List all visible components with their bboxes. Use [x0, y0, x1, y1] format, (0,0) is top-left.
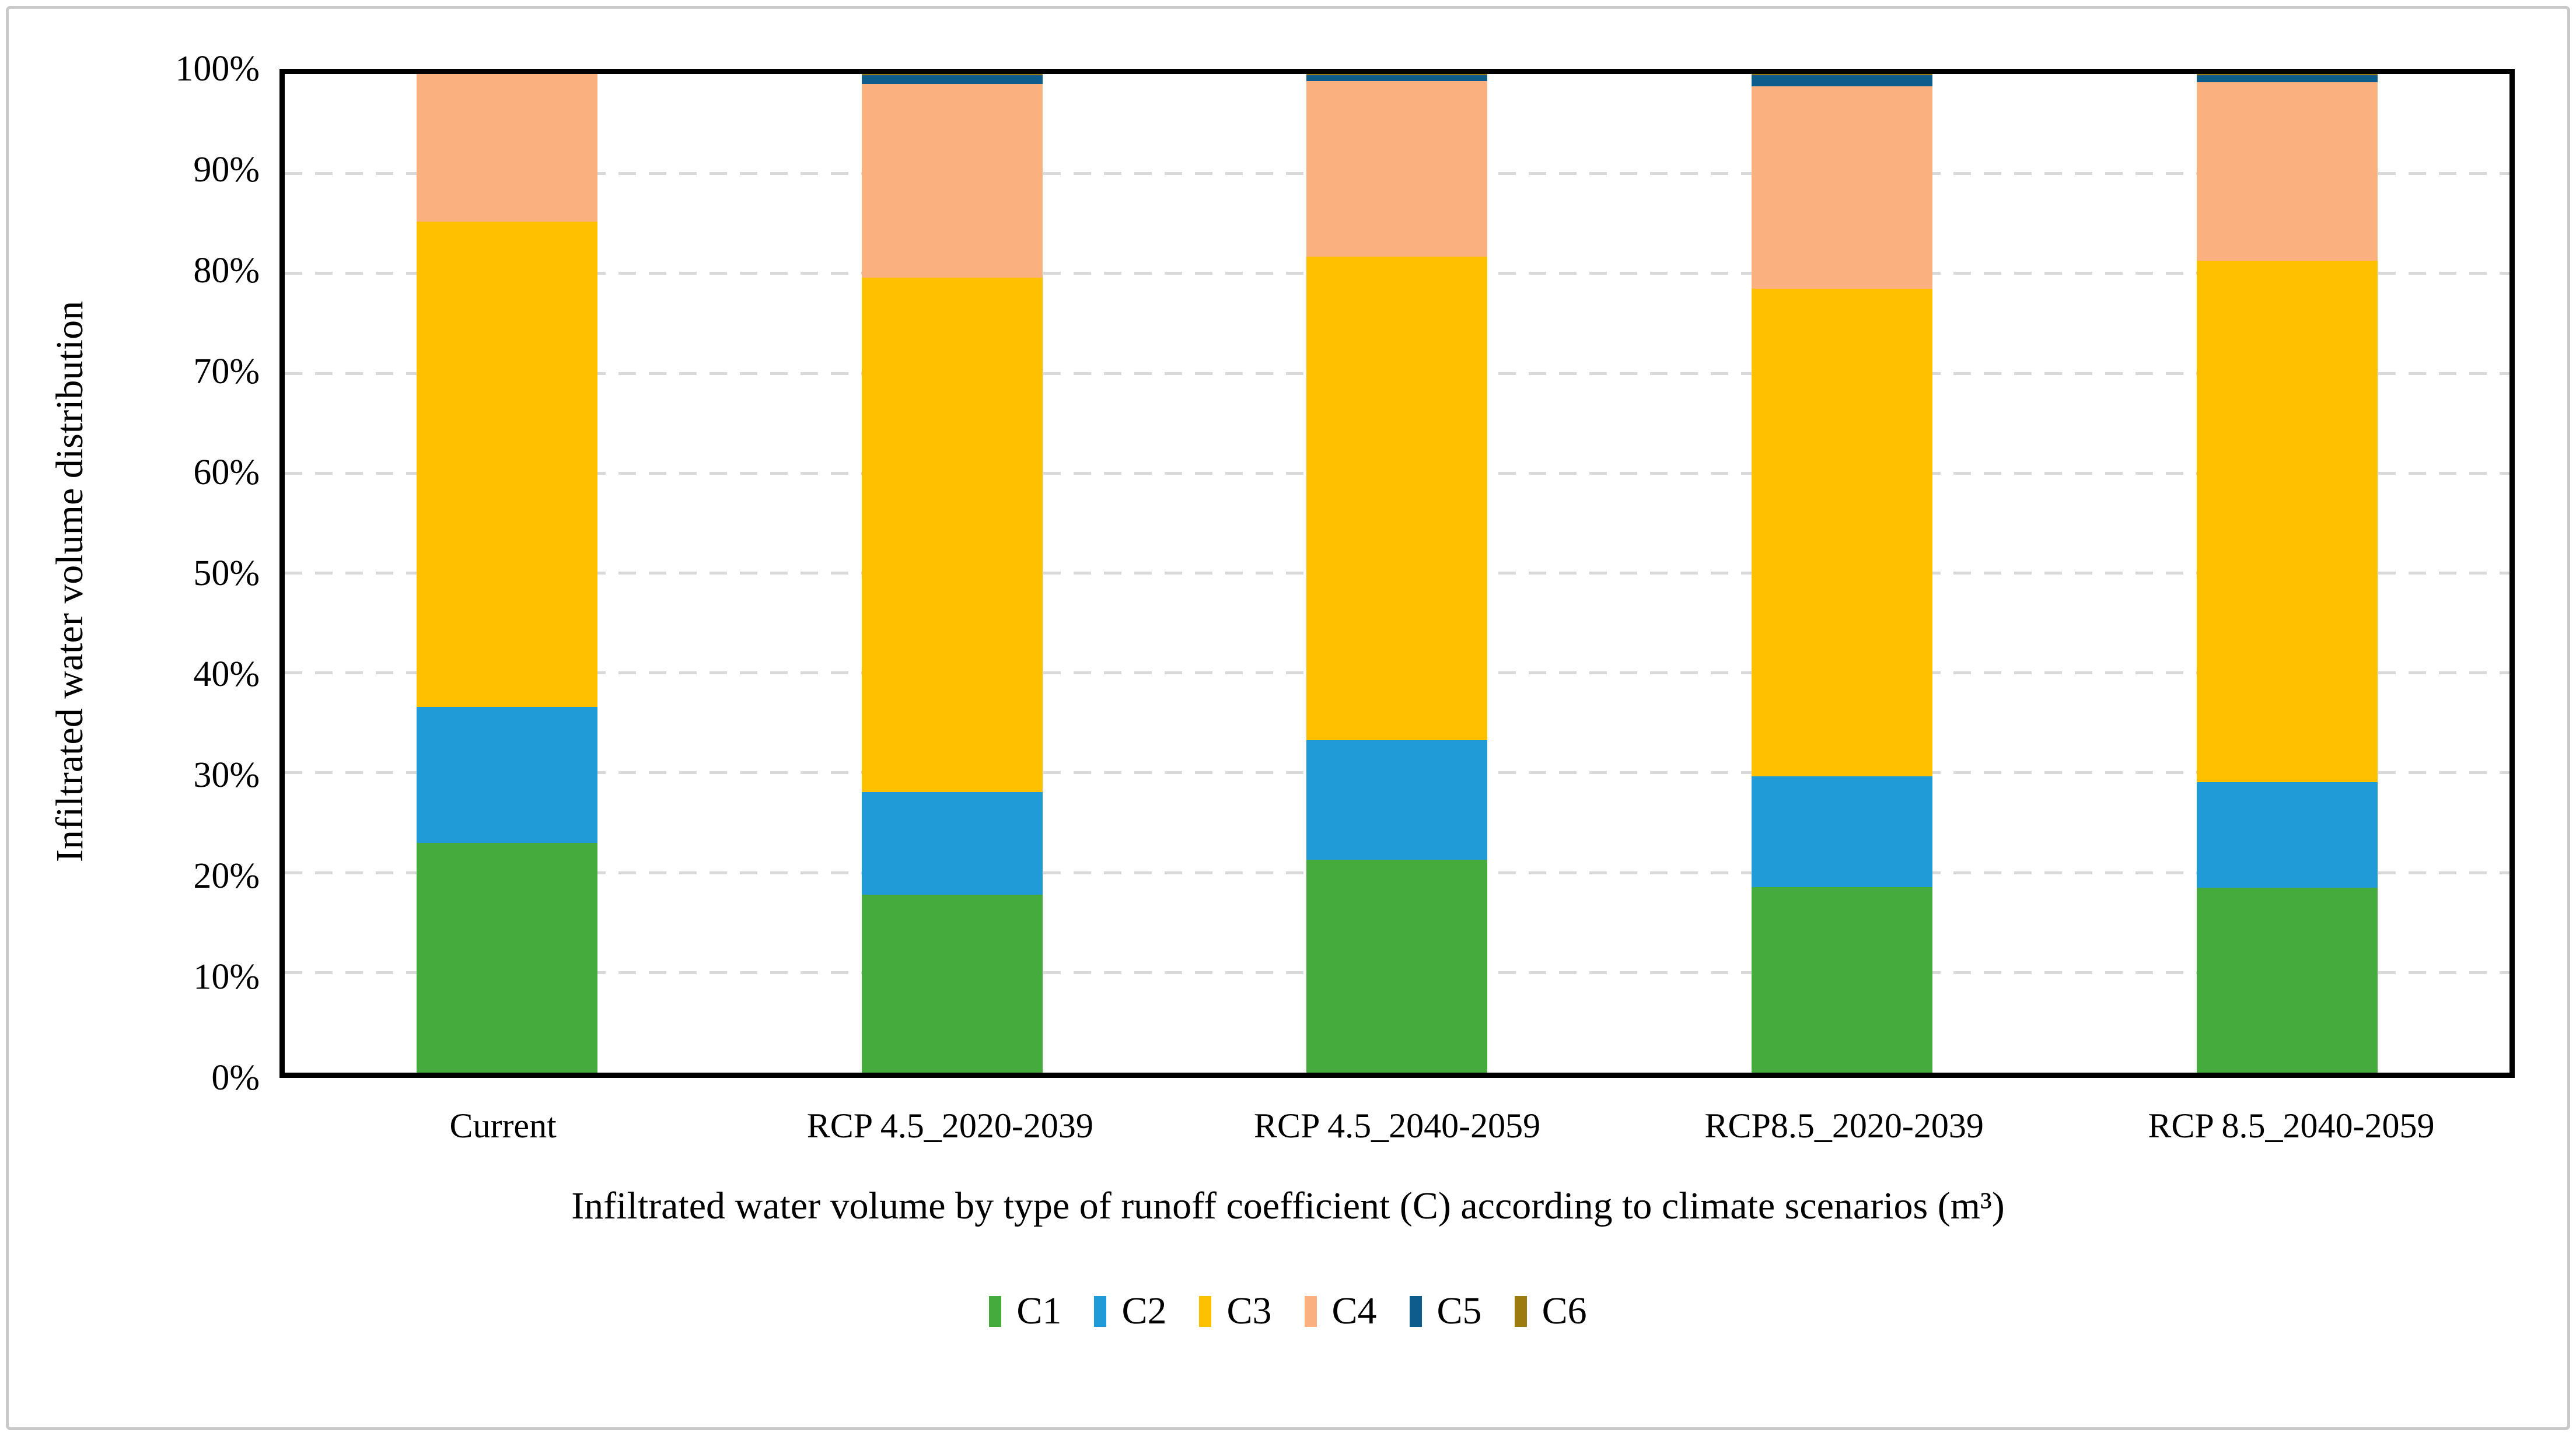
y-tick-label-70: 70%	[193, 352, 260, 391]
bar-segment-C5	[1306, 75, 1488, 82]
legend: C1 C2 C3 C4 C5 C6	[0, 1292, 2576, 1330]
x-axis-category-labels: Current RCP 4.5_2020-2039 RCP 4.5_2040-205…	[279, 1105, 2515, 1146]
bar-segment-C2	[1306, 740, 1488, 860]
x-label-RCP 4.5_2020-2039: RCP 4.5_2020-2039	[806, 1106, 1093, 1145]
legend-label-C6: C6	[1542, 1290, 1587, 1332]
bar-segment-C6	[1752, 74, 1933, 75]
bar-RCP8.5_2020-2039	[1752, 74, 1933, 1073]
bar-segment-C2	[417, 707, 598, 843]
bar-segment-C3	[1306, 257, 1488, 740]
bar-segment-C1	[861, 895, 1043, 1073]
bar-slot-2	[730, 74, 1175, 1073]
x-label-RCP8.5_2020-2039: RCP8.5_2020-2039	[1704, 1106, 1984, 1145]
legend-label-C2: C2	[1121, 1290, 1167, 1332]
legend-swatch-C3	[1199, 1295, 1212, 1327]
bar-slot-3	[1175, 74, 1620, 1073]
bar-slot-4	[1620, 74, 2065, 1073]
y-tick-label-30: 30%	[193, 755, 260, 795]
legend-swatch-C4	[1304, 1295, 1317, 1327]
x-label-RCP 8.5_2040-2059: RCP 8.5_2040-2059	[2148, 1106, 2435, 1145]
legend-item-C4: C4	[1304, 1290, 1377, 1332]
bar-segment-C3	[861, 278, 1043, 792]
bar-RCP 4.5_2040-2059	[1306, 74, 1488, 1073]
bar-RCP 4.5_2020-2039	[861, 74, 1043, 1073]
bar-segment-C4	[417, 74, 598, 222]
bar-segment-C4	[1752, 86, 1933, 289]
x-label-Current: Current	[449, 1106, 557, 1145]
legend-swatch-C6	[1514, 1295, 1527, 1327]
bar-segment-C2	[2196, 782, 2378, 888]
y-tick-label-10: 10%	[193, 957, 260, 997]
bar-segment-C4	[861, 84, 1043, 278]
bar-segment-C3	[1752, 289, 1933, 776]
legend-label-C5: C5	[1436, 1290, 1482, 1332]
bar-segment-C6	[861, 74, 1043, 75]
legend-label-C4: C4	[1331, 1290, 1377, 1332]
y-tick-label-80: 80%	[193, 251, 260, 290]
bar-segment-C2	[861, 791, 1043, 895]
bar-segment-C5	[1752, 75, 1933, 86]
legend-item-C5: C5	[1409, 1290, 1482, 1332]
bar-segment-C4	[1306, 81, 1488, 257]
y-tick-label-50: 50%	[193, 554, 260, 593]
legend-swatch-C5	[1409, 1295, 1422, 1327]
bar-slot-1	[285, 74, 730, 1073]
y-tick-label-90: 90%	[193, 150, 260, 190]
y-tick-label-40: 40%	[193, 654, 260, 694]
y-tick-label-0: 0%	[211, 1058, 260, 1098]
legend-swatch-C2	[1094, 1295, 1107, 1327]
bar-slot-5	[2064, 74, 2509, 1073]
y-tick-label-20: 20%	[193, 856, 260, 896]
bar-segment-C5	[2196, 75, 2378, 82]
x-axis-title: Infiltrated water volume by type of runo…	[571, 1185, 2005, 1227]
legend-item-C1: C1	[989, 1292, 1061, 1330]
bar-RCP 8.5_2040-2059	[2196, 74, 2378, 1073]
y-tick-label-60: 60%	[193, 453, 260, 492]
legend-item-C2: C2	[1094, 1292, 1166, 1330]
bar-segment-C1	[1306, 860, 1488, 1073]
bar-segment-C4	[2196, 82, 2378, 261]
legend-item-C6: C6	[1514, 1290, 1587, 1332]
bar-segment-C5	[861, 75, 1043, 85]
legend-label-C1: C1	[1016, 1290, 1062, 1332]
bar-segment-C3	[2196, 261, 2378, 782]
plot-area	[279, 69, 2515, 1078]
y-axis-tick-labels: 0% 10% 20% 30% 40% 50% 60% 70% 80% 90% 100%	[0, 0, 260, 1436]
bar-segment-C3	[417, 222, 598, 708]
bars-layer	[285, 74, 2509, 1073]
bar-segment-C1	[2196, 888, 2378, 1073]
bar-segment-C2	[1752, 776, 1933, 887]
legend-swatch-C1	[989, 1295, 1002, 1327]
bar-segment-C6	[2196, 74, 2378, 75]
legend-label-C3: C3	[1226, 1290, 1272, 1332]
bar-Current	[417, 74, 598, 1073]
x-label-RCP 4.5_2040-2059: RCP 4.5_2040-2059	[1253, 1106, 1541, 1145]
bar-segment-C1	[1752, 887, 1933, 1073]
figure-border	[6, 6, 2570, 1430]
bar-segment-C6	[1306, 74, 1488, 75]
bar-segment-C1	[417, 843, 598, 1073]
legend-item-C3: C3	[1199, 1290, 1272, 1332]
y-tick-label-100: 100%	[175, 49, 260, 89]
